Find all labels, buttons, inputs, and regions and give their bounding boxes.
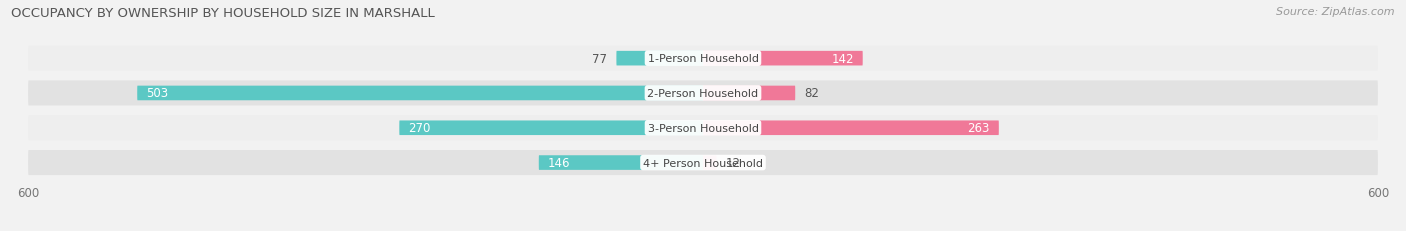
Text: 1-Person Household: 1-Person Household <box>648 54 758 64</box>
Text: 12: 12 <box>725 156 741 169</box>
FancyBboxPatch shape <box>703 86 796 101</box>
FancyBboxPatch shape <box>703 121 998 135</box>
FancyBboxPatch shape <box>138 86 703 101</box>
Text: 270: 270 <box>408 122 430 135</box>
FancyBboxPatch shape <box>616 52 703 66</box>
FancyBboxPatch shape <box>28 81 1378 106</box>
Text: 3-Person Household: 3-Person Household <box>648 123 758 133</box>
Text: 146: 146 <box>548 156 571 169</box>
FancyBboxPatch shape <box>28 46 1378 71</box>
FancyBboxPatch shape <box>399 121 703 135</box>
FancyBboxPatch shape <box>538 156 703 170</box>
Text: Source: ZipAtlas.com: Source: ZipAtlas.com <box>1277 7 1395 17</box>
FancyBboxPatch shape <box>28 116 1378 141</box>
Text: 82: 82 <box>804 87 820 100</box>
Text: 263: 263 <box>967 122 990 135</box>
Text: 4+ Person Household: 4+ Person Household <box>643 158 763 168</box>
Text: 142: 142 <box>831 52 853 65</box>
Text: 2-Person Household: 2-Person Household <box>647 88 759 99</box>
FancyBboxPatch shape <box>703 156 717 170</box>
FancyBboxPatch shape <box>28 150 1378 175</box>
FancyBboxPatch shape <box>703 52 863 66</box>
Text: 77: 77 <box>592 52 607 65</box>
Text: 503: 503 <box>146 87 169 100</box>
Text: OCCUPANCY BY OWNERSHIP BY HOUSEHOLD SIZE IN MARSHALL: OCCUPANCY BY OWNERSHIP BY HOUSEHOLD SIZE… <box>11 7 434 20</box>
